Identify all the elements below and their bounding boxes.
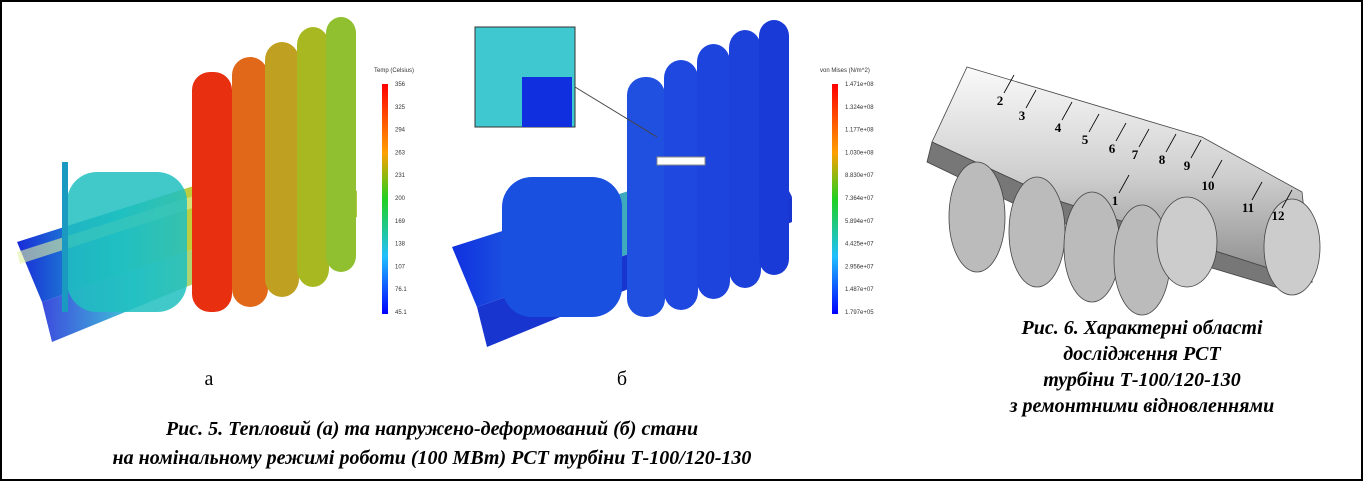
legend-label: 325: [395, 105, 406, 111]
page: Temp (Celsius) von Mises (N/m^2) а б Рис…: [0, 0, 1363, 481]
legend-label: 169: [395, 219, 406, 225]
rotor-thermal: [17, 17, 357, 342]
callout-number: 6: [1109, 141, 1116, 156]
rotor-cutaway: [927, 67, 1320, 315]
legend-label: 76.1: [395, 287, 407, 293]
legend-label: 263: [395, 150, 406, 156]
legend-label: 107: [395, 264, 406, 270]
panel-label: б: [617, 368, 627, 390]
caption-line: з ремонтними відновленнями: [1009, 395, 1275, 417]
legend-label: 2.956e+07: [845, 264, 874, 270]
legend-label: 1.177e+08: [845, 128, 874, 134]
caption-line: Рис. 6. Характерні області: [1021, 317, 1263, 339]
legend-label: 200: [395, 196, 406, 202]
callout-number: 7: [1132, 147, 1139, 162]
legend-title: Temp (Celsius): [374, 68, 414, 74]
legend-label: 294: [395, 128, 406, 134]
legend-label: 8.830e+07: [845, 173, 874, 179]
colorbar: [832, 84, 838, 314]
caption-line: на номінальному режимі роботи (100 МВт) …: [113, 447, 752, 469]
legend-label: 231: [395, 173, 406, 179]
callout-number: 5: [1082, 132, 1089, 147]
callout-number: 2: [997, 93, 1004, 108]
legend-label: 45.1: [395, 310, 407, 316]
legend-label: 4.425e+07: [845, 242, 874, 248]
callout-number: 10: [1202, 178, 1215, 193]
caption-line: турбіни Т-100/120-130: [1043, 369, 1241, 391]
callout-number: 11: [1242, 200, 1254, 215]
panel-label: а: [205, 368, 214, 390]
callout-number: 1: [1112, 193, 1119, 208]
legend-label: 138: [395, 242, 406, 248]
legend-label: 1.471e+08: [845, 82, 874, 88]
callout-number: 4: [1055, 120, 1062, 135]
rotor-stress: [452, 20, 792, 347]
legend-label: 1.487e+07: [845, 287, 874, 293]
caption-line: дослідження РСТ: [1063, 343, 1221, 365]
callout-number: 9: [1184, 158, 1191, 173]
legend-label: 1.030e+08: [845, 150, 874, 156]
callout-number: 3: [1019, 108, 1026, 123]
legend-label: 1.797e+05: [845, 310, 874, 316]
legend-label: 5.894e+07: [845, 219, 874, 225]
callout-number: 12: [1272, 208, 1285, 223]
legend-title: von Mises (N/m^2): [820, 68, 870, 74]
caption-line: Рис. 5. Тепловий (а) та напружено-деформ…: [165, 418, 698, 440]
colorbar: [382, 84, 388, 314]
legend-label: 356: [395, 82, 406, 88]
legend-label: 7.364e+07: [845, 196, 874, 202]
figure-canvas: Temp (Celsius) von Mises (N/m^2) а б Рис…: [2, 2, 1361, 479]
callout-number: 8: [1159, 152, 1166, 167]
legend-label: 1.324e+08: [845, 105, 874, 111]
